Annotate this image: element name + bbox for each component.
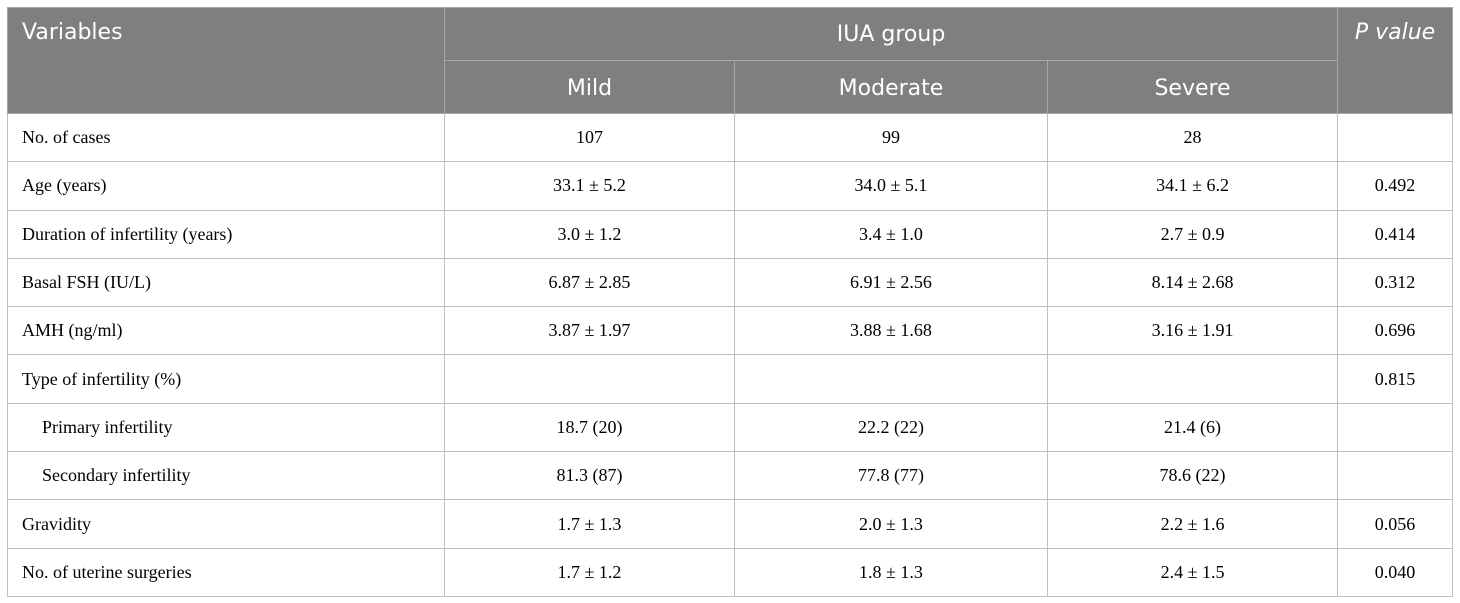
row-label: No. of uterine surgeries [7, 547, 445, 597]
table-row: Basal FSH (IU/L) 6.87 ± 2.85 6.91 ± 2.56… [7, 257, 1454, 308]
header-variables: Variables [7, 7, 445, 114]
cell-mild: 3.87 ± 1.97 [444, 306, 735, 356]
table-row: AMH (ng/ml) 3.87 ± 1.97 3.88 ± 1.68 3.16… [7, 306, 1454, 356]
cell-severe: 78.6 (22) [1046, 451, 1339, 501]
header-p-value: P value [1337, 7, 1454, 114]
header-moderate: Moderate [734, 60, 1048, 114]
table-row: Duration of infertility (years) 3.0 ± 1.… [7, 209, 1454, 259]
cell-p-value: 0.040 [1337, 547, 1454, 597]
header-iua-group: IUA group [443, 7, 1339, 61]
table-row: Secondary infertility 81.3 (87) 77.8 (77… [7, 451, 1454, 501]
cell-moderate: 77.8 (77) [734, 451, 1048, 501]
row-label: AMH (ng/ml) [7, 306, 445, 356]
cell-p-value: 0.696 [1337, 306, 1454, 356]
cell-severe: 2.7 ± 0.9 [1046, 209, 1339, 259]
row-label: Age (years) [7, 161, 445, 211]
row-label: Gravidity [7, 499, 445, 549]
row-label: Type of infertility (%) [7, 354, 445, 404]
cell-moderate: 6.91 ± 2.56 [734, 257, 1048, 308]
cell-severe: 28 [1046, 112, 1339, 163]
row-label: No. of cases [7, 112, 445, 163]
cell-p-value [1337, 112, 1454, 163]
cell-severe: 34.1 ± 6.2 [1046, 161, 1339, 211]
cell-mild: 6.87 ± 2.85 [444, 257, 735, 308]
table-row: Primary infertility 18.7 (20) 22.2 (22) … [7, 402, 1454, 453]
cell-p-value: 0.492 [1337, 161, 1454, 211]
row-label: Basal FSH (IU/L) [7, 257, 445, 308]
cell-mild [444, 354, 735, 404]
table-row: Type of infertility (%) 0.815 [7, 354, 1454, 404]
cell-p-value: 0.056 [1337, 499, 1454, 549]
cell-mild: 1.7 ± 1.3 [444, 499, 735, 549]
row-label: Secondary infertility [7, 451, 445, 501]
table-row: No. of cases 107 99 28 [7, 112, 1454, 163]
cell-mild: 81.3 (87) [444, 451, 735, 501]
cell-severe: 2.2 ± 1.6 [1046, 499, 1339, 549]
cell-p-value: 0.312 [1337, 257, 1454, 308]
cell-mild: 33.1 ± 5.2 [444, 161, 735, 211]
iua-characteristics-table: Variables IUA group P value Mild Moderat… [7, 7, 1454, 597]
cell-moderate: 99 [734, 112, 1048, 163]
cell-moderate: 3.4 ± 1.0 [734, 209, 1048, 259]
row-label: Primary infertility [7, 402, 445, 453]
cell-moderate: 34.0 ± 5.1 [734, 161, 1048, 211]
cell-p-value [1337, 402, 1454, 453]
cell-mild: 1.7 ± 1.2 [444, 547, 735, 597]
table-container: Variables IUA group P value Mild Moderat… [7, 7, 1454, 597]
cell-severe: 8.14 ± 2.68 [1046, 257, 1339, 308]
cell-p-value [1337, 451, 1454, 501]
row-label: Duration of infertility (years) [7, 209, 445, 259]
cell-moderate: 1.8 ± 1.3 [734, 547, 1048, 597]
cell-p-value: 0.815 [1337, 354, 1454, 404]
header-row-sub: Mild Moderate Severe [8, 60, 1453, 114]
cell-moderate [734, 354, 1048, 404]
cell-moderate: 22.2 (22) [734, 402, 1048, 453]
cell-mild: 18.7 (20) [444, 402, 735, 453]
cell-severe: 21.4 (6) [1046, 402, 1339, 453]
cell-moderate: 2.0 ± 1.3 [734, 499, 1048, 549]
cell-p-value: 0.414 [1337, 209, 1454, 259]
table-row: Age (years) 33.1 ± 5.2 34.0 ± 5.1 34.1 ±… [7, 161, 1454, 211]
cell-severe [1046, 354, 1339, 404]
cell-severe: 3.16 ± 1.91 [1046, 306, 1339, 356]
table-row: Gravidity 1.7 ± 1.3 2.0 ± 1.3 2.2 ± 1.6 … [7, 499, 1454, 549]
cell-mild: 107 [444, 112, 735, 163]
cell-severe: 2.4 ± 1.5 [1046, 547, 1339, 597]
header-severe: Severe [1046, 60, 1339, 114]
header-mild: Mild [444, 60, 735, 114]
header-row-top: Variables IUA group P value [7, 7, 1454, 114]
table-row: No. of uterine surgeries 1.7 ± 1.2 1.8 ±… [7, 547, 1454, 597]
cell-mild: 3.0 ± 1.2 [444, 209, 735, 259]
cell-moderate: 3.88 ± 1.68 [734, 306, 1048, 356]
